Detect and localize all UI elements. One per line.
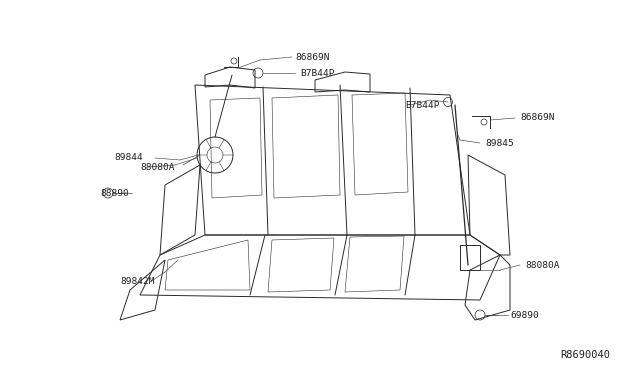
Text: 89844: 89844	[115, 154, 143, 163]
Text: 86869N: 86869N	[520, 113, 554, 122]
Text: 86869N: 86869N	[295, 52, 330, 61]
Text: 89842M: 89842M	[120, 278, 154, 286]
Text: 89845: 89845	[485, 138, 514, 148]
Text: R8690040: R8690040	[560, 350, 610, 360]
Text: 88080A: 88080A	[140, 163, 175, 171]
Text: 88890: 88890	[100, 189, 129, 198]
Text: 88080A: 88080A	[525, 260, 559, 269]
Text: B7B44P: B7B44P	[405, 100, 440, 109]
Text: 69890: 69890	[510, 311, 539, 320]
Text: B7B44P: B7B44P	[300, 68, 335, 77]
